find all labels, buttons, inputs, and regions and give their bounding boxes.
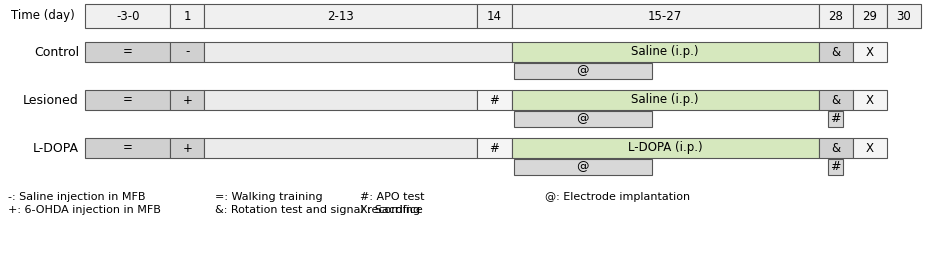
Text: @: @: [575, 65, 588, 78]
Text: Saline (i.p.): Saline (i.p.): [631, 94, 698, 106]
Bar: [511, 42, 818, 62]
Bar: [513, 63, 651, 79]
Text: 29: 29: [861, 9, 876, 22]
Text: @: Electrode implantation: @: Electrode implantation: [545, 192, 690, 202]
Text: X: X: [865, 45, 873, 58]
Bar: [511, 90, 818, 110]
Text: X: X: [865, 94, 873, 106]
Text: #: #: [489, 94, 499, 106]
Text: 2-13: 2-13: [328, 9, 354, 22]
Text: -3-0: -3-0: [116, 9, 139, 22]
Text: =: Walking training: =: Walking training: [214, 192, 322, 202]
Bar: [170, 138, 204, 158]
Bar: [511, 138, 818, 158]
Bar: [84, 42, 170, 62]
Bar: [204, 138, 477, 158]
Text: @: @: [575, 160, 588, 173]
Bar: [513, 111, 651, 127]
Bar: [477, 90, 511, 110]
Text: =: =: [122, 142, 133, 155]
Bar: [827, 159, 843, 175]
Text: X: X: [865, 142, 873, 155]
Text: #: #: [830, 112, 840, 125]
Text: #: #: [489, 142, 499, 155]
Bar: [511, 4, 818, 28]
Text: @: @: [575, 112, 588, 125]
Bar: [204, 42, 511, 62]
Text: -: -: [185, 45, 189, 58]
Bar: [170, 4, 204, 28]
Text: &: &: [831, 94, 839, 106]
Bar: [477, 4, 511, 28]
Bar: [852, 4, 886, 28]
Text: +: +: [182, 94, 192, 106]
Text: #: #: [830, 160, 840, 173]
Text: =: =: [122, 94, 133, 106]
Text: 30: 30: [896, 9, 910, 22]
Bar: [818, 42, 852, 62]
Bar: [204, 90, 477, 110]
Text: Time (day): Time (day): [10, 9, 74, 22]
Text: Control: Control: [33, 45, 79, 58]
Bar: [204, 4, 477, 28]
Text: 1: 1: [184, 9, 191, 22]
Bar: [852, 90, 886, 110]
Bar: [852, 138, 886, 158]
Text: L-DOPA (i.p.): L-DOPA (i.p.): [627, 142, 702, 155]
Bar: [170, 90, 204, 110]
Bar: [827, 111, 843, 127]
Bar: [84, 90, 170, 110]
Bar: [818, 138, 852, 158]
Text: 15-27: 15-27: [647, 9, 681, 22]
Bar: [886, 4, 920, 28]
Text: =: =: [122, 45, 133, 58]
Bar: [818, 90, 852, 110]
Text: +: 6-OHDA injection in MFB: +: 6-OHDA injection in MFB: [8, 205, 161, 215]
Text: 14: 14: [486, 9, 501, 22]
Text: &: &: [831, 142, 839, 155]
Text: #: APO test: #: APO test: [360, 192, 424, 202]
Text: Lesioned: Lesioned: [23, 94, 79, 106]
Text: L-DOPA: L-DOPA: [33, 142, 79, 155]
Bar: [513, 159, 651, 175]
Text: -: Saline injection in MFB: -: Saline injection in MFB: [8, 192, 146, 202]
Text: 28: 28: [828, 9, 843, 22]
Bar: [852, 42, 886, 62]
Text: X: Sacrifice: X: Sacrifice: [360, 205, 422, 215]
Bar: [170, 42, 204, 62]
Text: +: +: [182, 142, 192, 155]
Bar: [84, 138, 170, 158]
Bar: [818, 4, 852, 28]
Text: &: Rotation test and signal recording: &: Rotation test and signal recording: [214, 205, 419, 215]
Bar: [84, 4, 170, 28]
Text: Saline (i.p.): Saline (i.p.): [631, 45, 698, 58]
Bar: [477, 138, 511, 158]
Text: &: &: [831, 45, 839, 58]
